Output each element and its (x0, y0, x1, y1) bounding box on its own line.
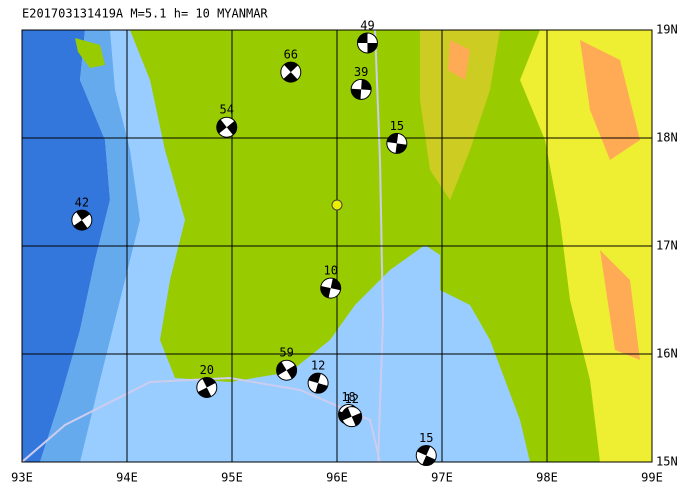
beachball-quadrant (417, 445, 436, 466)
beachball-quadrant (320, 278, 341, 298)
beachball-quadrant (276, 361, 297, 379)
beachball-quadrant (341, 407, 362, 426)
lon-label: 99E (641, 471, 663, 485)
beachball-quadrant (73, 210, 90, 231)
depth-label: 10 (323, 264, 337, 278)
depth-label: 15 (419, 431, 433, 445)
depth-label: 15 (390, 119, 404, 133)
beachball (196, 376, 218, 398)
beachball-quadrant (351, 79, 372, 100)
beachball-quadrant (216, 119, 237, 135)
beachball-quadrant (386, 133, 407, 154)
plate-boundary (22, 376, 381, 462)
map-title: E201703131419A M=5.1 h= 10 MYANMAR (22, 7, 268, 21)
lat-label: 16N (656, 347, 678, 361)
depth-label: 42 (75, 196, 89, 210)
beachball-quadrant (357, 33, 378, 53)
depth-label: 54 (220, 103, 234, 117)
beachball (280, 61, 302, 83)
fault (374, 30, 385, 462)
lon-label: 93E (11, 471, 33, 485)
beachball (350, 78, 372, 100)
beachball-quadrant (197, 377, 216, 398)
depth-label: 49 (360, 18, 374, 32)
beachball (386, 132, 408, 154)
highland (420, 30, 500, 200)
lat-label: 18N (656, 131, 678, 145)
depth-label: 18 (341, 390, 355, 404)
depth-label: 20 (200, 363, 214, 377)
beachball (341, 406, 363, 428)
lon-label: 94E (116, 471, 138, 485)
lon-label: 95E (221, 471, 243, 485)
depth-label: 12 (311, 359, 325, 373)
beachball (216, 116, 238, 138)
lat-label: 15N (656, 455, 678, 469)
beachball-quadrant (283, 62, 299, 83)
beachball (307, 372, 329, 394)
beachball (71, 209, 93, 231)
lon-label: 98E (536, 471, 558, 485)
depth-label: 12 (344, 392, 358, 406)
lon-label: 96E (326, 471, 348, 485)
beachball (320, 277, 342, 299)
beachball (356, 32, 378, 54)
beachball-quadrant (308, 373, 328, 394)
depth-label: 59 (279, 346, 293, 360)
depth-label: 39 (354, 65, 368, 79)
beachball (276, 359, 298, 381)
mountain (448, 40, 640, 360)
lat-label: 19N (656, 23, 678, 37)
beachball (415, 445, 437, 467)
depth-label: 66 (284, 48, 298, 62)
epicenter (331, 199, 343, 211)
lat-label: 17N (656, 239, 678, 253)
lon-label: 97E (431, 471, 453, 485)
island (75, 38, 105, 68)
